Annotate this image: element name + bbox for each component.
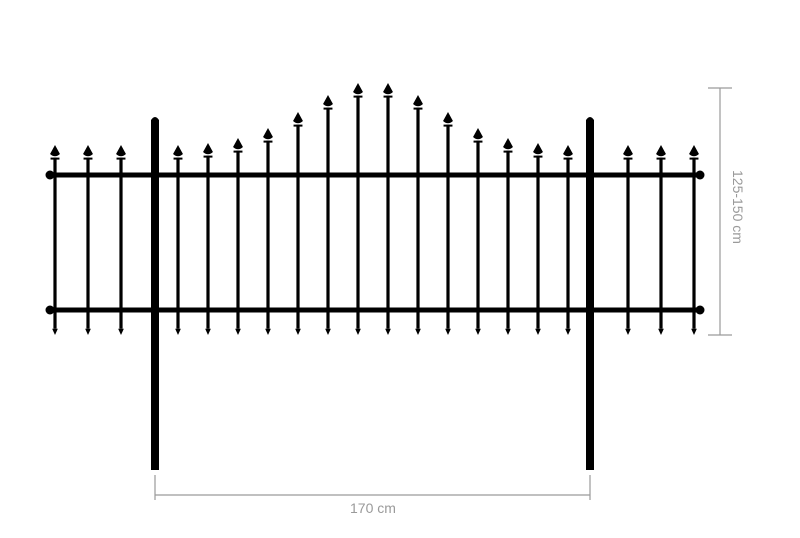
width-dimension-label: 170 cm xyxy=(350,500,396,516)
fence-svg xyxy=(0,0,800,533)
fence-dimension-diagram: 170 cm 125-150 cm xyxy=(0,0,800,533)
height-dimension-label: 125-150 cm xyxy=(730,170,746,244)
